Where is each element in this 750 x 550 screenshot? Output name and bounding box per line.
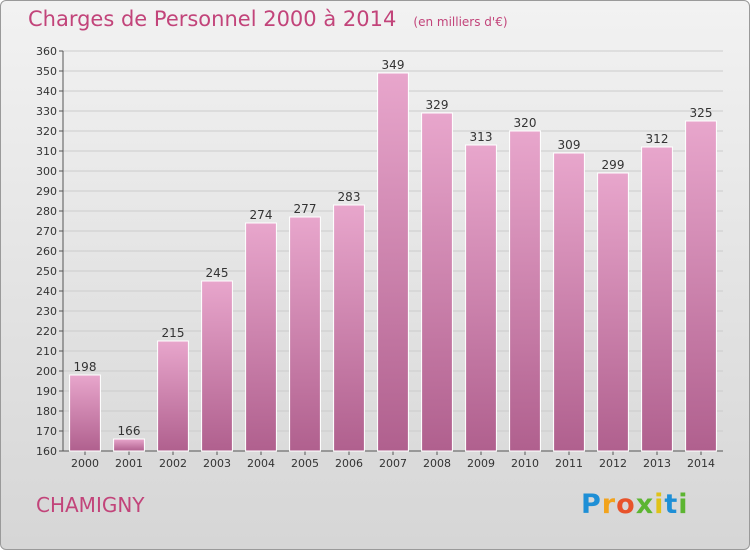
bar bbox=[465, 144, 497, 452]
bar bbox=[289, 216, 321, 452]
bar bbox=[245, 222, 277, 452]
x-tick-label: 2008 bbox=[423, 457, 451, 470]
data-label: 329 bbox=[426, 98, 449, 112]
data-label: 198 bbox=[74, 360, 97, 374]
data-label: 312 bbox=[646, 132, 669, 146]
bar bbox=[553, 152, 585, 452]
x-tick-label: 2011 bbox=[555, 457, 583, 470]
bars bbox=[69, 72, 717, 452]
bar bbox=[597, 172, 629, 452]
bar bbox=[333, 204, 365, 452]
x-tick-label: 2006 bbox=[335, 457, 363, 470]
data-labels: 198 166 215 245 274 277 283 349 329 313 320 309 299 3… bbox=[74, 58, 713, 438]
y-tick-label: 330 bbox=[36, 105, 57, 118]
chart-title: Charges de Personnel 2000 à 2014 bbox=[28, 7, 397, 31]
data-label: 313 bbox=[470, 130, 493, 144]
x-tick-label: 2014 bbox=[687, 457, 715, 470]
y-tick-label: 340 bbox=[36, 85, 57, 98]
commune-name: CHAMIGNY bbox=[36, 493, 145, 517]
x-tick-label: 2013 bbox=[643, 457, 671, 470]
data-label: 215 bbox=[162, 326, 185, 340]
bar bbox=[377, 72, 409, 452]
y-tick-label: 350 bbox=[36, 65, 57, 78]
logo-letter: t bbox=[664, 489, 679, 520]
bar bbox=[685, 120, 717, 452]
data-label: 349 bbox=[382, 58, 405, 72]
x-tick-label: 2009 bbox=[467, 457, 495, 470]
bar bbox=[509, 130, 541, 452]
y-tick-label: 200 bbox=[36, 365, 57, 378]
y-tick-label: 300 bbox=[36, 165, 57, 178]
y-tick-label: 270 bbox=[36, 225, 57, 238]
x-tick-label: 2012 bbox=[599, 457, 627, 470]
y-tick-label: 180 bbox=[36, 405, 57, 418]
x-tick-label: 2005 bbox=[291, 457, 319, 470]
y-tick-label: 240 bbox=[36, 285, 57, 298]
bar bbox=[201, 280, 233, 452]
x-tick-label: 2003 bbox=[203, 457, 231, 470]
bar bbox=[69, 374, 101, 452]
logo-letter: i bbox=[678, 489, 689, 520]
y-tick-label: 260 bbox=[36, 245, 57, 258]
bar bbox=[157, 340, 189, 452]
data-label: 166 bbox=[118, 424, 141, 438]
data-label: 325 bbox=[690, 106, 713, 120]
data-label: 320 bbox=[514, 116, 537, 130]
proxiti-logo: Proxiti bbox=[581, 489, 689, 520]
x-tick-label: 2010 bbox=[511, 457, 539, 470]
y-tick-label: 160 bbox=[36, 445, 57, 458]
y-tick-label: 190 bbox=[36, 385, 57, 398]
y-tick-label: 280 bbox=[36, 205, 57, 218]
data-label: 277 bbox=[294, 202, 317, 216]
logo-letter: i bbox=[654, 489, 665, 520]
x-tick-label: 2001 bbox=[115, 457, 143, 470]
data-label: 274 bbox=[250, 208, 273, 222]
logo-letter: o bbox=[616, 489, 636, 520]
x-tick-label: 2002 bbox=[159, 457, 187, 470]
y-tick-label: 210 bbox=[36, 345, 57, 358]
data-label: 283 bbox=[338, 190, 361, 204]
data-label: 245 bbox=[206, 266, 229, 280]
y-tick-label: 320 bbox=[36, 125, 57, 138]
x-tick-label: 2004 bbox=[247, 457, 275, 470]
data-label: 299 bbox=[602, 158, 625, 172]
y-tick-label: 310 bbox=[36, 145, 57, 158]
logo-letter: P bbox=[581, 489, 602, 520]
bar bbox=[421, 112, 453, 452]
y-tick-label: 220 bbox=[36, 325, 57, 338]
chart-subtitle: (en milliers d'€) bbox=[413, 15, 508, 29]
x-tick-label: 2007 bbox=[379, 457, 407, 470]
logo-letter: r bbox=[601, 489, 617, 520]
bar bbox=[641, 146, 673, 452]
y-tick-label: 250 bbox=[36, 265, 57, 278]
bar bbox=[113, 438, 145, 452]
data-label: 309 bbox=[558, 138, 581, 152]
chart-title-block: Charges de Personnel 2000 à 2014 (en mil… bbox=[28, 7, 508, 31]
x-tick-label: 2000 bbox=[71, 457, 99, 470]
y-tick-label: 290 bbox=[36, 185, 57, 198]
y-tick-label: 230 bbox=[36, 305, 57, 318]
y-tick-label: 360 bbox=[36, 45, 57, 58]
y-tick-label: 170 bbox=[36, 425, 57, 438]
logo-letter: x bbox=[635, 489, 655, 520]
